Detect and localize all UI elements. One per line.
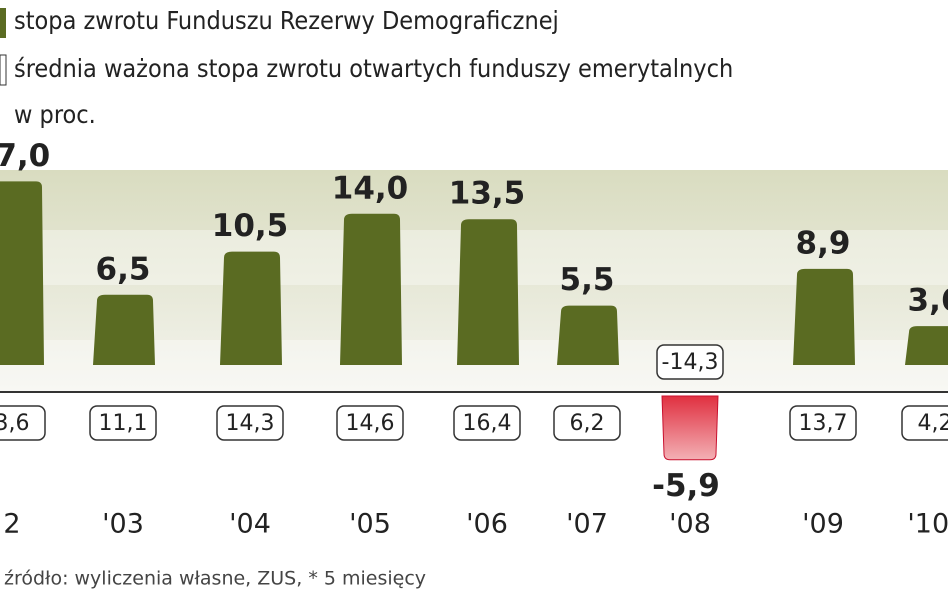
box-label: 11,1: [99, 411, 148, 436]
bar: [905, 326, 948, 365]
box: [216, 405, 284, 441]
box: [336, 405, 404, 441]
data-label: 8,9: [796, 225, 851, 261]
x-tick-label: '10*: [907, 509, 948, 540]
bar: [0, 181, 44, 365]
box-label: 14,3: [226, 411, 275, 436]
box-label: 4,2: [918, 411, 948, 436]
x-tick-label: '09: [802, 509, 844, 540]
legend-label: średnia ważona stopa zwrotu otwartych fu…: [14, 54, 733, 83]
legend-marker: [0, 8, 6, 38]
subtitle: w proc.: [14, 100, 96, 129]
box-label: 14,6: [346, 411, 395, 436]
box: [89, 405, 157, 441]
bar: [340, 213, 402, 365]
box-label: 6,2: [570, 411, 605, 436]
box-label: 3,6: [0, 411, 30, 436]
x-tick-label: '06: [466, 509, 508, 540]
box-label: -14,3: [662, 350, 719, 375]
x-tick-label: '04: [229, 509, 271, 540]
box: [901, 405, 948, 441]
legend-marker: [0, 54, 7, 86]
bar: [93, 294, 155, 365]
x-tick-label: '08: [669, 509, 711, 540]
source: źródło: wyliczenia własne, ZUS, * 5 mies…: [4, 568, 426, 590]
x-tick-label: '05: [349, 509, 391, 540]
bar: [557, 305, 619, 365]
legend-label: stopa zwrotu Funduszu Rezerwy Demografic…: [14, 6, 559, 35]
bar: [661, 395, 719, 461]
box: [656, 344, 724, 380]
box: [453, 405, 521, 441]
box: [789, 405, 857, 441]
data-label: 17,0: [0, 138, 50, 174]
data-label: 5,5: [560, 262, 615, 298]
box-label: 13,7: [799, 411, 848, 436]
box-label: 16,4: [463, 411, 512, 436]
bar: [793, 268, 855, 365]
box: [553, 405, 621, 441]
data-label: 13,5: [449, 176, 526, 212]
data-label: -5,9: [652, 468, 720, 504]
box: [0, 405, 46, 441]
data-label: 3,6: [908, 283, 948, 319]
data-label: 10,5: [212, 208, 289, 244]
data-label: 6,5: [96, 251, 151, 287]
x-tick-label: 2: [3, 509, 20, 540]
bar: [457, 219, 519, 365]
data-label: 14,0: [332, 170, 409, 206]
x-tick-label: '03: [102, 509, 144, 540]
x-tick-label: '07: [566, 509, 608, 540]
bar: [220, 251, 282, 365]
